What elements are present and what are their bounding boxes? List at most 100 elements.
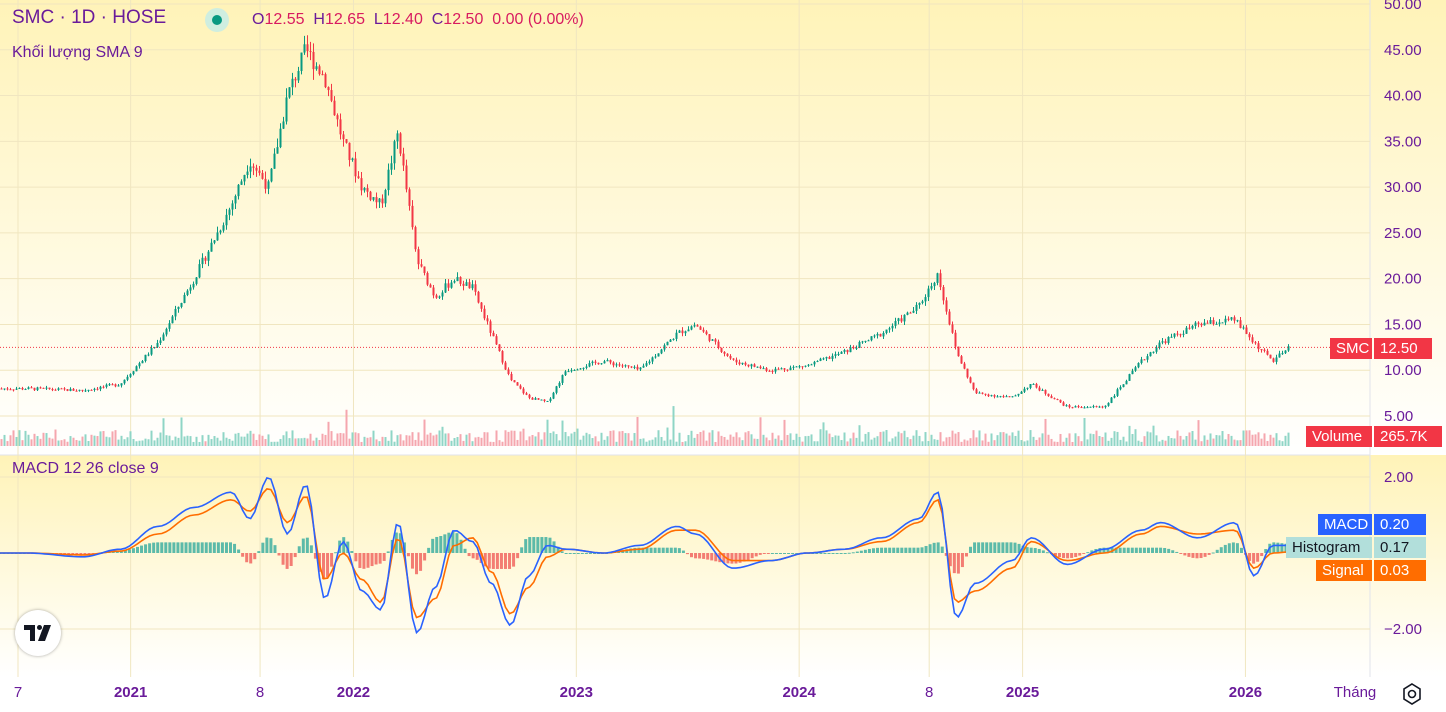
candle-body bbox=[48, 387, 51, 390]
volume-bar bbox=[90, 434, 93, 446]
candle-body bbox=[537, 398, 540, 400]
candle-body bbox=[1089, 406, 1092, 408]
candle-body bbox=[618, 364, 621, 366]
volume-bar bbox=[123, 439, 126, 446]
histogram-bar bbox=[649, 547, 653, 553]
histogram-bar bbox=[172, 542, 176, 553]
volume-bar bbox=[930, 434, 933, 446]
candle-body bbox=[414, 227, 417, 250]
candle-body bbox=[348, 142, 351, 161]
volume-bar bbox=[429, 432, 432, 446]
market-status-icon bbox=[205, 8, 229, 32]
candle-body bbox=[1065, 405, 1068, 407]
volume-bar bbox=[441, 426, 444, 446]
volume-bar bbox=[384, 437, 387, 446]
candle-body bbox=[825, 357, 828, 359]
candle-body bbox=[171, 316, 174, 324]
candle-body bbox=[729, 355, 732, 359]
volume-bar bbox=[747, 431, 750, 446]
macd-indicator-label[interactable]: MACD 12 26 close 9 bbox=[12, 460, 159, 477]
signal-value-tag: 0.03 bbox=[1374, 560, 1426, 581]
candle-body bbox=[849, 347, 852, 353]
histogram-bar bbox=[778, 553, 782, 554]
volume-bar bbox=[249, 430, 252, 446]
volume-bar bbox=[426, 434, 429, 446]
volume-bar bbox=[114, 430, 117, 446]
candle-body bbox=[768, 370, 771, 372]
volume-bar bbox=[648, 440, 651, 446]
candle-body bbox=[498, 344, 501, 352]
volume-bar bbox=[1146, 431, 1149, 446]
candle-body bbox=[330, 90, 333, 101]
volume-bar bbox=[84, 434, 87, 446]
volume-bar bbox=[723, 437, 726, 446]
candle-body bbox=[1164, 341, 1167, 343]
histogram-bar bbox=[435, 536, 439, 553]
histogram-bar bbox=[196, 542, 200, 553]
candle-body bbox=[366, 188, 369, 192]
volume-bar bbox=[1002, 432, 1005, 446]
volume-bar bbox=[642, 438, 645, 446]
volume-bar bbox=[483, 432, 486, 446]
volume-bar bbox=[1167, 435, 1170, 446]
volume-bar bbox=[1050, 438, 1053, 446]
histogram-bar bbox=[265, 537, 269, 553]
volume-bar bbox=[663, 440, 666, 446]
candle-body bbox=[780, 368, 783, 370]
volume-bar bbox=[198, 441, 201, 446]
histogram-bar bbox=[455, 533, 459, 553]
candle-body bbox=[345, 139, 348, 143]
volume-bar bbox=[1152, 425, 1155, 446]
volume-bar bbox=[162, 418, 165, 446]
gear-icon[interactable] bbox=[1400, 682, 1424, 706]
candle-body bbox=[513, 380, 516, 383]
candle-body bbox=[471, 284, 474, 289]
histogram-bar bbox=[819, 553, 823, 554]
histogram-bar bbox=[148, 543, 152, 553]
volume-bar bbox=[729, 434, 732, 446]
histogram-bar bbox=[871, 548, 875, 553]
histogram-bar bbox=[362, 553, 366, 569]
histogram-bar bbox=[863, 549, 867, 553]
candle-body bbox=[117, 385, 120, 387]
candle-body bbox=[882, 332, 885, 337]
volume-bar bbox=[1257, 432, 1260, 446]
candle-body bbox=[1146, 356, 1149, 360]
histogram-bar bbox=[229, 542, 233, 553]
volume-bar bbox=[1191, 430, 1194, 446]
histogram-bar bbox=[520, 547, 524, 553]
candle-body bbox=[1248, 333, 1251, 338]
histogram-bar bbox=[451, 531, 455, 553]
candle-body bbox=[165, 328, 168, 335]
candle-body bbox=[495, 336, 498, 345]
tradingview-logo-icon[interactable] bbox=[15, 610, 61, 656]
volume-bar bbox=[375, 439, 378, 446]
symbol-title[interactable]: SMC · 1D · HOSE bbox=[12, 7, 167, 28]
volume-bar bbox=[18, 430, 21, 446]
candle-body bbox=[219, 230, 222, 233]
histogram-bar bbox=[783, 553, 787, 554]
volume-bar bbox=[1239, 440, 1242, 446]
volume-indicator-label[interactable]: Khối lượng SMA 9 bbox=[12, 44, 143, 61]
candle-body bbox=[609, 360, 612, 363]
histogram-bar bbox=[1130, 547, 1134, 553]
candle-body bbox=[177, 306, 180, 309]
volume-bar bbox=[195, 436, 198, 446]
volume-bar bbox=[576, 428, 579, 446]
volume-bar bbox=[87, 441, 90, 446]
candle-body bbox=[1227, 318, 1230, 320]
histogram-bar bbox=[568, 553, 572, 554]
histogram-bar bbox=[884, 547, 888, 553]
candle-body bbox=[1062, 402, 1065, 406]
candle-body bbox=[270, 168, 273, 182]
candle-body bbox=[1200, 323, 1203, 326]
candle-body bbox=[417, 249, 420, 265]
volume-bar bbox=[240, 436, 243, 446]
candle-body bbox=[1245, 327, 1248, 334]
volume-bar bbox=[771, 432, 774, 446]
volume-bar bbox=[1065, 437, 1068, 446]
volume-bar bbox=[690, 430, 693, 446]
histogram-bar bbox=[722, 553, 726, 563]
price-tick-label: 20.00 bbox=[1384, 271, 1422, 288]
